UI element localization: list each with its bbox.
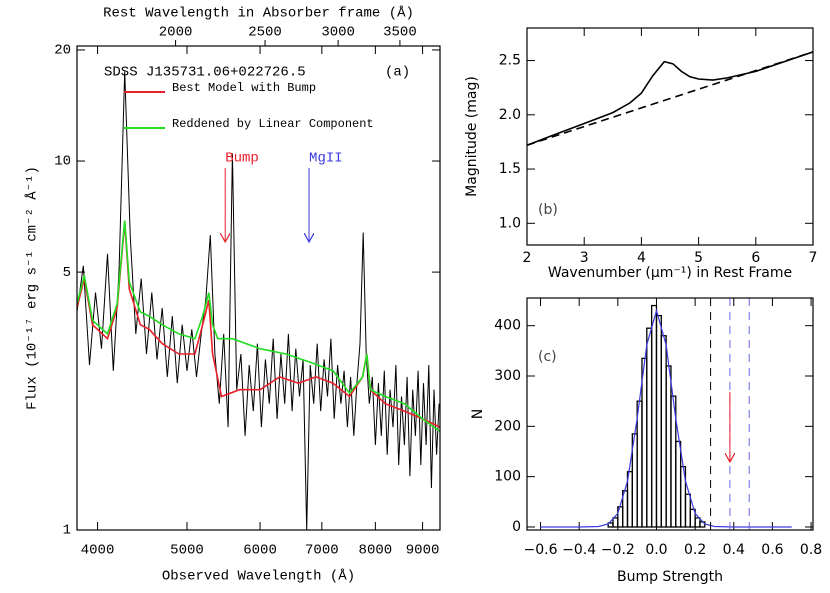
histogram-bar [636,400,643,528]
fit-curve [540,308,792,528]
legend-label: Reddened by Linear Component [172,117,374,131]
histogram-bar [660,335,667,528]
x-tick-label: −0.2 [601,542,635,558]
x-tick-label: 9000 [406,543,440,559]
y-tick-label: 0 [512,519,521,535]
frame [526,297,814,531]
histogram-bar [655,314,662,528]
annotation-label: Bump [225,151,259,167]
frame [526,27,814,246]
x-axis-label: Bump Strength [617,569,723,585]
x-tick-label: 6000 [243,543,277,559]
x-tick-label: 7 [809,250,818,266]
x2-tick-label: 2500 [248,25,282,41]
y-tick-label: 1 [63,523,71,539]
y-axis-label: Magnitude (mag) [464,76,480,197]
x-tick-label: −0.6 [524,542,558,558]
histogram-bar [646,327,653,528]
x-tick-label: 5 [694,250,703,266]
histogram-bar [675,440,682,528]
x-tick-label: 4 [637,250,646,266]
x2-tick-label: 3500 [383,25,417,41]
x-tick-label: 0.2 [684,542,706,558]
panel: −0.6 −0.4 −0.2 0.0 0.2 0.4 0.6 0.8 0 100 200 300 400… [470,297,822,585]
histogram-bar [650,304,658,528]
panel: 2 3 4 5 6 7 1.0 1.5 2.0 2.5 Wavenumber (μm⁻¹) in R… [464,27,818,281]
panel-label: (b) [538,202,558,218]
plot-area [540,298,792,530]
x2-tick-label: 3000 [321,25,355,41]
x-tick-label: 8000 [359,543,393,559]
y-tick-label: 20 [54,43,71,59]
y-tick-label: 1.0 [499,215,521,231]
histogram-bar [641,357,648,528]
histogram-bar [665,365,672,528]
panel-label: (a) [385,65,410,81]
x-tick-label: 0.6 [761,542,783,558]
series-line [527,51,813,146]
x-tick-label: 5000 [170,543,204,559]
histogram-bar [694,517,701,528]
x-tick-label: 6 [751,250,760,266]
x-tick-label: 0.4 [723,542,745,558]
series-line [77,71,440,530]
x-tick-label: 0.0 [645,542,667,558]
x-axis-label: Wavenumber (μm⁻¹) in Rest Frame [548,265,792,281]
x-tick-label: 7000 [305,543,339,559]
x-tick-label: −0.4 [562,542,596,558]
y-tick-label: 300 [494,368,521,384]
y-axis-label: N [470,409,486,419]
series-line [77,220,440,433]
y-tick-label: 400 [494,318,521,334]
panel-label: (c) [538,349,557,365]
x-tick-label: 4000 [81,543,115,559]
x2-tick-label: 2000 [159,25,193,41]
series-line [527,51,813,146]
x2-axis-label: Rest Wavelength in Absorber frame (Å) [103,5,414,22]
annotation-label: MgII [309,151,343,167]
y-tick-label: 1.5 [499,161,521,177]
x-axis-label: Observed Wavelength (Å) [162,568,355,585]
x-tick-label: 3 [580,250,589,266]
y-axis-label: Flux (10⁻¹⁷ erg s⁻¹ cm⁻² Å⁻¹) [24,166,41,410]
y-tick-label: 200 [494,418,521,434]
plot-area [527,51,813,146]
legend-label: Best Model with Bump [172,81,316,95]
object-name: SDSS J135731.06+022726.5 [104,65,306,81]
histogram-bar [684,493,691,528]
plot-area [77,71,440,530]
y-tick-label: 2.5 [499,53,521,69]
y-tick-label: 10 [54,154,71,170]
y-tick-label: 2.0 [499,107,521,123]
x-tick-label: 0.8 [800,542,822,558]
frame [76,45,441,531]
panel: 4000 5000 6000 7000 8000 9000 1 5 10 20 2000 2500 30… [24,5,441,585]
histogram-bar [612,517,619,528]
y-tick-label: 5 [63,265,71,281]
x-tick-label: 2 [523,250,532,266]
y-tick-label: 100 [494,469,521,485]
